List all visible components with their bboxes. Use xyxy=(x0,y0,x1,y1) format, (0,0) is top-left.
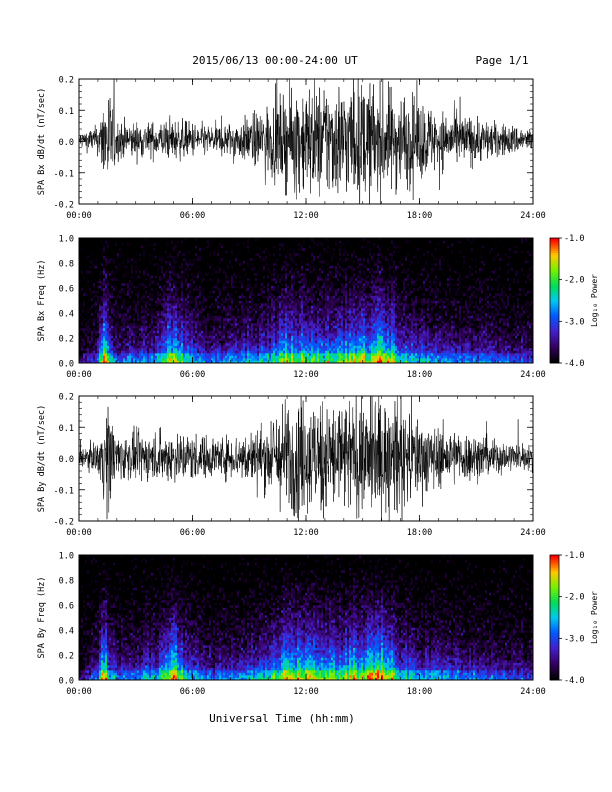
x-tick-label: 18:00 xyxy=(407,370,433,380)
panel-by-dbdt: -0.2 -0.1 0.0 0.1 0.2 00:00 06:00 12:00 18:00 24:… xyxy=(37,393,546,539)
y-tick-label: 0.6 xyxy=(59,602,74,612)
x-tick-label: 06:00 xyxy=(180,687,206,697)
figure-title: 2015/06/13 00:00-24:00 UT xyxy=(192,54,358,67)
y-tick-label: 0.0 xyxy=(59,677,74,687)
y-tick-label: 1.0 xyxy=(59,235,74,245)
colorbar-label: Log₁₀ Power xyxy=(590,591,599,644)
series-line xyxy=(79,396,533,521)
y-tick-label: 1.0 xyxy=(59,552,74,562)
y-tick-label: -0.2 xyxy=(54,201,74,211)
colorbar-tick-label: -1.0 xyxy=(564,551,584,561)
y-tick-label: 0.0 xyxy=(59,455,74,465)
y-tick-label: 0.2 xyxy=(59,335,74,345)
y-tick-label: 0.2 xyxy=(59,652,74,662)
x-tick-label: 06:00 xyxy=(180,211,206,221)
colorbar-label: Log₁₀ Power xyxy=(590,274,599,327)
panel-bx-spectrogram: 0.0 0.2 0.4 0.6 0.8 1.0 00:00 06:00 12:00 18:00 24… xyxy=(37,234,599,380)
x-tick-label: 00:00 xyxy=(66,528,92,538)
y-axis-label: SPA Bx dB/dt (nT/sec) xyxy=(37,88,47,195)
colorbar-tick-label: -4.0 xyxy=(564,676,584,686)
x-tick-label: 24:00 xyxy=(520,528,546,538)
spectrogram-cells xyxy=(79,555,534,681)
x-tick-label: 00:00 xyxy=(66,687,92,697)
y-tick-label: 0.0 xyxy=(59,138,74,148)
plot-frame xyxy=(78,554,534,681)
x-tick-label: 06:00 xyxy=(180,528,206,538)
panel-by-spectrogram: 0.0 0.2 0.4 0.6 0.8 1.0 00:00 06:00 12:00 18:00 24… xyxy=(37,551,599,697)
y-tick-label: 0.0 xyxy=(59,360,74,370)
x-tick-label: 24:00 xyxy=(520,211,546,221)
colorbar: -1.0 -2.0 -3.0 -4.0 Log₁₀ Power xyxy=(549,551,599,686)
series-line xyxy=(79,79,533,204)
y-axis-label: SPA By Freq (Hz) xyxy=(37,577,47,659)
colorbar-tick-label: -2.0 xyxy=(564,593,584,603)
colorbar-tick-label: -1.0 xyxy=(564,234,584,244)
x-tick-label: 12:00 xyxy=(293,528,319,538)
x-tick-label: 18:00 xyxy=(407,687,433,697)
y-tick-label: 0.6 xyxy=(59,285,74,295)
y-tick-label: 0.8 xyxy=(59,577,74,587)
plot-frame xyxy=(78,78,534,205)
y-tick-label: 0.4 xyxy=(59,627,74,637)
x-tick-label: 18:00 xyxy=(407,211,433,221)
colorbar-tick-label: -3.0 xyxy=(564,634,584,644)
x-axis-label: Universal Time (hh:mm) xyxy=(209,712,355,725)
x-tick-label: 00:00 xyxy=(66,370,92,380)
colorbar: -1.0 -2.0 -3.0 -4.0 Log₁₀ Power xyxy=(549,234,599,369)
x-tick-label: 18:00 xyxy=(407,528,433,538)
x-tick-label: 12:00 xyxy=(293,370,319,380)
y-tick-label: -0.1 xyxy=(54,486,74,496)
y-axis-label: SPA By dB/dt (nT/sec) xyxy=(37,405,47,512)
y-tick-label: 0.4 xyxy=(59,310,74,320)
x-tick-label: 12:00 xyxy=(293,211,319,221)
y-tick-label: 0.2 xyxy=(59,393,74,403)
x-tick-label: 24:00 xyxy=(520,370,546,380)
plot-frame xyxy=(78,237,534,364)
y-axis-label: SPA Bx Freq (Hz) xyxy=(37,260,47,342)
spectrogram-cells xyxy=(79,238,534,364)
y-tick-label: 0.1 xyxy=(59,107,74,117)
page-indicator: Page 1/1 xyxy=(476,54,529,67)
x-tick-label: 06:00 xyxy=(180,370,206,380)
x-tick-label: 12:00 xyxy=(293,687,319,697)
x-tick-label: 00:00 xyxy=(66,211,92,221)
panel-bx-dbdt: -0.2 -0.1 0.0 0.1 0.2 00:00 06:00 12:00 18:00 24:… xyxy=(37,76,546,222)
y-tick-label: 0.1 xyxy=(59,424,74,434)
colorbar-tick-label: -2.0 xyxy=(564,276,584,286)
colorbar-tick-label: -4.0 xyxy=(564,359,584,369)
y-tick-label: -0.2 xyxy=(54,518,74,528)
colorbar-tick-label: -3.0 xyxy=(564,317,584,327)
y-tick-label: -0.1 xyxy=(54,169,74,179)
x-tick-label: 24:00 xyxy=(520,687,546,697)
plot-frame xyxy=(78,395,534,522)
y-tick-label: 0.8 xyxy=(59,260,74,270)
y-tick-label: 0.2 xyxy=(59,76,74,86)
